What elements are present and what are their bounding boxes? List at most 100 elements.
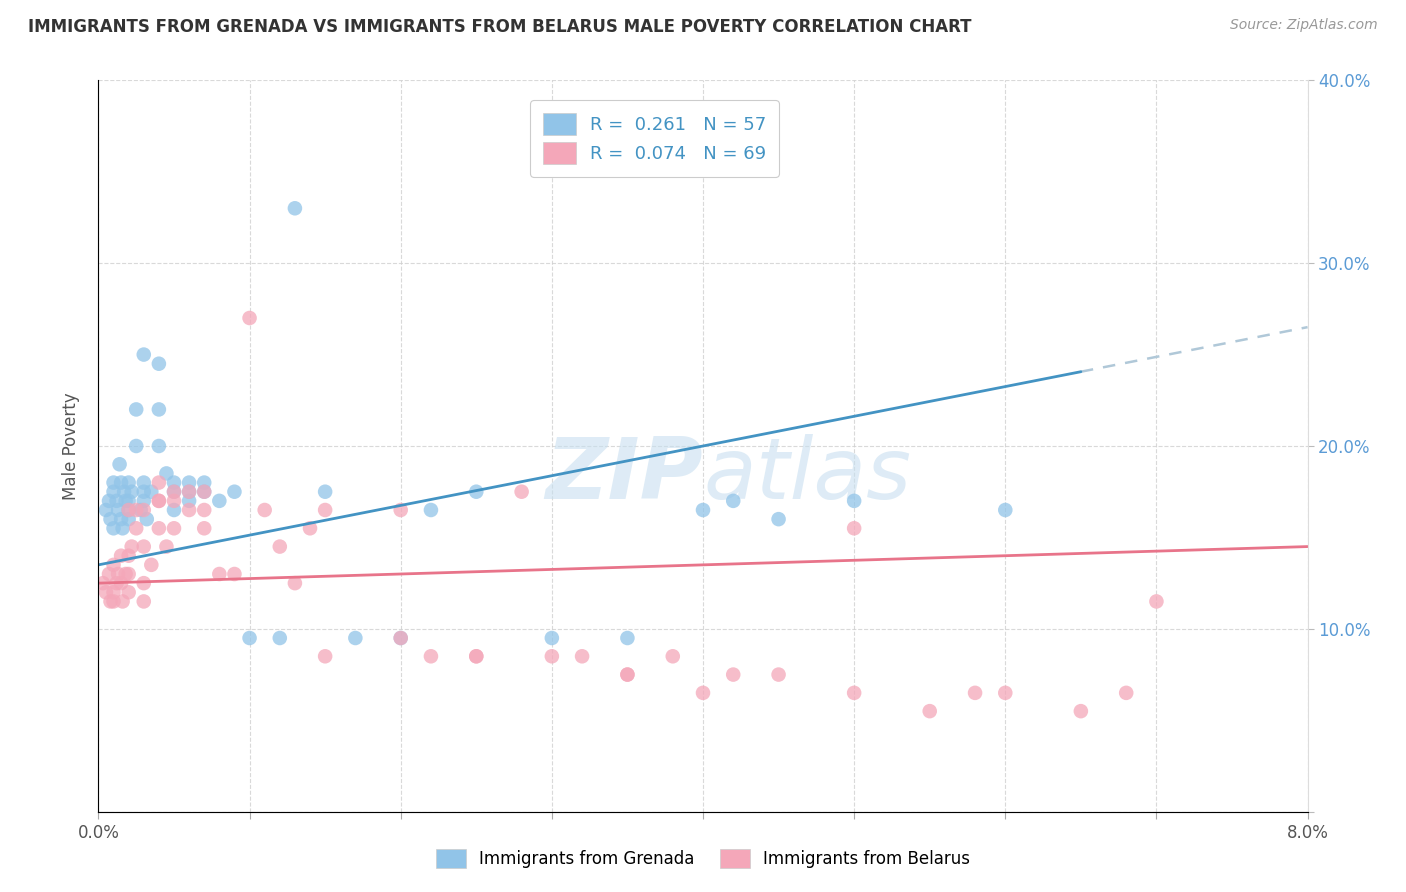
Point: [420, 503, 443, 517]
Point: [141, 558, 163, 572]
Point: [571, 649, 593, 664]
Point: [661, 649, 683, 664]
Point: [132, 540, 155, 554]
Point: [389, 631, 412, 645]
Point: [965, 686, 987, 700]
Point: [110, 549, 132, 563]
Point: [239, 310, 262, 325]
Point: [125, 439, 148, 453]
Point: [179, 475, 201, 490]
Point: [132, 494, 155, 508]
Point: [163, 484, 186, 499]
Point: [465, 649, 488, 664]
Point: [141, 484, 163, 499]
Point: [723, 494, 745, 508]
Point: [314, 484, 336, 499]
Point: [994, 686, 1017, 700]
Point: [129, 503, 152, 517]
Point: [389, 631, 412, 645]
Point: [193, 484, 215, 499]
Y-axis label: Male Poverty: Male Poverty: [62, 392, 80, 500]
Point: [125, 402, 148, 417]
Point: [108, 457, 131, 471]
Text: ZIP: ZIP: [546, 434, 703, 516]
Point: [94, 585, 117, 599]
Point: [768, 512, 790, 526]
Point: [208, 567, 231, 582]
Text: IMMIGRANTS FROM GRENADA VS IMMIGRANTS FROM BELARUS MALE POVERTY CORRELATION CHAR: IMMIGRANTS FROM GRENADA VS IMMIGRANTS FR…: [28, 18, 972, 36]
Point: [284, 576, 307, 591]
Point: [114, 494, 136, 508]
Point: [103, 475, 125, 490]
Point: [135, 512, 157, 526]
Point: [179, 484, 201, 499]
Point: [103, 594, 125, 608]
Point: [224, 567, 246, 582]
Point: [148, 402, 170, 417]
Point: [692, 503, 714, 517]
Point: [465, 484, 488, 499]
Point: [118, 549, 141, 563]
Point: [103, 521, 125, 535]
Point: [91, 576, 114, 591]
Point: [125, 503, 148, 517]
Point: [844, 686, 866, 700]
Point: [918, 704, 941, 718]
Text: atlas: atlas: [703, 434, 911, 516]
Point: [118, 585, 141, 599]
Point: [132, 576, 155, 591]
Point: [132, 503, 155, 517]
Point: [179, 503, 201, 517]
Point: [540, 649, 562, 664]
Point: [420, 649, 443, 664]
Point: [110, 576, 132, 591]
Point: [110, 512, 132, 526]
Point: [299, 521, 322, 535]
Point: [1070, 704, 1092, 718]
Point: [344, 631, 367, 645]
Point: [389, 503, 412, 517]
Point: [118, 503, 141, 517]
Point: [253, 503, 276, 517]
Point: [155, 467, 177, 481]
Point: [284, 201, 307, 215]
Point: [465, 649, 488, 664]
Point: [193, 521, 215, 535]
Point: [314, 503, 336, 517]
Point: [118, 503, 141, 517]
Point: [118, 494, 141, 508]
Point: [193, 484, 215, 499]
Point: [179, 484, 201, 499]
Point: [125, 521, 148, 535]
Point: [118, 512, 141, 526]
Point: [844, 521, 866, 535]
Point: [110, 475, 132, 490]
Point: [1146, 594, 1168, 608]
Point: [540, 631, 562, 645]
Point: [148, 475, 170, 490]
Point: [723, 667, 745, 681]
Point: [103, 484, 125, 499]
Point: [616, 667, 638, 681]
Point: [314, 649, 336, 664]
Point: [616, 631, 638, 645]
Point: [148, 494, 170, 508]
Point: [112, 484, 135, 499]
Point: [692, 686, 714, 700]
Point: [148, 357, 170, 371]
Legend: Immigrants from Grenada, Immigrants from Belarus: Immigrants from Grenada, Immigrants from…: [429, 843, 977, 875]
Point: [132, 594, 155, 608]
Point: [100, 594, 122, 608]
Point: [94, 503, 117, 517]
Point: [510, 484, 533, 499]
Point: [98, 567, 121, 582]
Point: [121, 484, 143, 499]
Point: [148, 439, 170, 453]
Point: [1115, 686, 1137, 700]
Point: [98, 494, 121, 508]
Point: [105, 494, 128, 508]
Point: [179, 494, 201, 508]
Point: [107, 567, 129, 582]
Point: [148, 521, 170, 535]
Point: [193, 475, 215, 490]
